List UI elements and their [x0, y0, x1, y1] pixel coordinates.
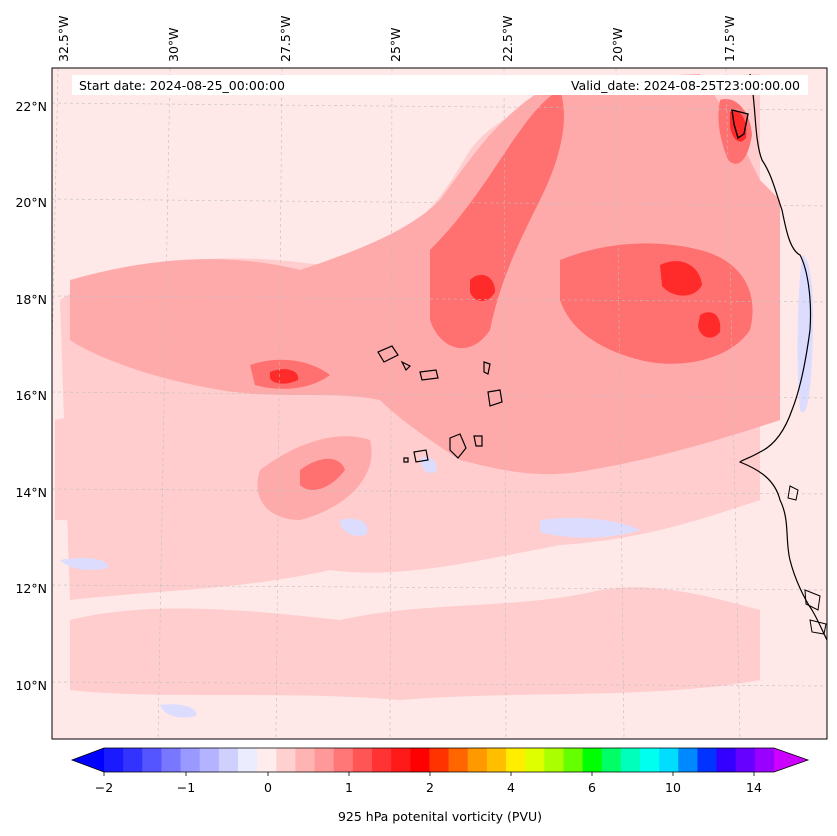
- lat-label-12n: 12°N: [15, 581, 47, 596]
- colorbar-tick-label: 1: [345, 780, 353, 795]
- lon-label-25w: 25°W: [388, 27, 403, 62]
- colorbar-swatch: [582, 748, 603, 772]
- colorbar-tick-label: 4: [507, 780, 515, 795]
- colorbar-tick-label: 0: [264, 780, 272, 795]
- lat-label-18n: 18°N: [15, 292, 47, 307]
- lat-label-22n: 22°N: [15, 99, 47, 114]
- colorbar-tick-label: 10: [665, 780, 681, 795]
- colorbar-swatch: [199, 748, 220, 772]
- colorbar-swatch: [448, 748, 469, 772]
- colorbar-under-arrow: [72, 748, 104, 772]
- info-header: [72, 75, 808, 95]
- africa-coastline: [738, 73, 827, 641]
- colorbar-swatch: [429, 748, 450, 772]
- colorbar-swatch: [659, 748, 679, 772]
- colorbar-swatch: [467, 748, 488, 772]
- colorbar: −2 −1 0 1 2 4 6 10 14 925 hPa potenital …: [70, 747, 810, 824]
- coastline-feature: [731, 109, 749, 140]
- colorbar-swatch: [276, 748, 296, 772]
- colorbar-swatch: [218, 748, 239, 772]
- colorbar-swatch: [180, 748, 201, 772]
- colorbar-swatches: [104, 748, 775, 772]
- colorbar-swatch: [295, 748, 316, 772]
- coastline-feature: [787, 485, 799, 501]
- valid-date-label: Valid_date: 2024-08-25T23:00:00.00: [571, 78, 800, 93]
- colorbar-swatch: [314, 748, 335, 772]
- lon-label-22-5w: 22.5°W: [500, 16, 515, 62]
- colorbar-swatch: [525, 748, 545, 772]
- colorbar-swatch: [486, 748, 507, 772]
- lon-label-27-5w: 27.5°W: [278, 16, 293, 62]
- colorbar-swatch: [544, 748, 564, 772]
- lat-label-16n: 16°N: [15, 388, 47, 403]
- colorbar-swatch: [563, 748, 584, 772]
- colorbar-tick-label: 6: [588, 780, 596, 795]
- colorbar-swatch: [391, 748, 411, 772]
- colorbar-swatch: [123, 748, 143, 772]
- colorbar-swatch: [161, 748, 182, 772]
- lat-label-14n: 14°N: [15, 485, 47, 500]
- colorbar-swatch: [716, 748, 737, 772]
- colorbar-swatch: [238, 748, 258, 772]
- pv-contour-core: [270, 111, 747, 384]
- lon-label-30w: 30°W: [166, 27, 181, 62]
- colorbar-swatch: [697, 748, 718, 772]
- colorbar-swatch: [735, 748, 756, 772]
- graticule: [52, 68, 827, 739]
- longitude-labels: 32.5°W 30°W 27.5°W 25°W 22.5°W 20°W 17.5…: [56, 16, 737, 62]
- colorbar-swatch: [506, 748, 526, 772]
- coastline-feature: [804, 589, 821, 611]
- colorbar-swatch: [754, 748, 775, 772]
- colorbar-tick-label: 2: [426, 780, 434, 795]
- lon-label-32-5w: 32.5°W: [56, 16, 71, 62]
- map-frame: [51, 67, 828, 740]
- latitude-labels: 22°N 20°N 18°N 16°N 14°N 12°N 10°N: [15, 99, 47, 693]
- colorbar-title: 925 hPa potenital vorticity (PVU): [338, 809, 542, 824]
- colorbar-swatch: [372, 748, 392, 772]
- colorbar-swatch: [620, 748, 641, 772]
- colorbar-swatch: [640, 748, 660, 772]
- colorbar-swatch: [142, 748, 162, 772]
- lon-label-20w: 20°W: [610, 27, 625, 62]
- colorbar-outline: [70, 747, 810, 773]
- colorbar-swatch: [104, 748, 124, 772]
- colorbar-tick-label: −1: [177, 780, 195, 795]
- lat-label-20n: 20°N: [15, 195, 47, 210]
- colorbar-swatch: [333, 748, 354, 772]
- colorbar-over-arrow: [774, 748, 808, 772]
- colorbar-ticks: [103, 772, 755, 776]
- colorbar-swatch: [601, 748, 622, 772]
- colorbar-tick-label: −2: [95, 780, 113, 795]
- colorbar-swatch: [352, 748, 373, 772]
- colorbar-tick-label: 14: [746, 780, 762, 795]
- start-date-label: Start date: 2024-08-25_00:00:00: [79, 78, 285, 93]
- map-area: [52, 68, 827, 739]
- colorbar-swatch: [678, 748, 698, 772]
- coastline-feature: [809, 619, 827, 635]
- colorbar-swatch: [410, 748, 430, 772]
- lat-label-10n: 10°N: [15, 678, 47, 693]
- colorbar-swatch: [257, 748, 277, 772]
- cape-verde-islands: [377, 345, 503, 463]
- lon-label-17-5w: 17.5°W: [722, 16, 737, 62]
